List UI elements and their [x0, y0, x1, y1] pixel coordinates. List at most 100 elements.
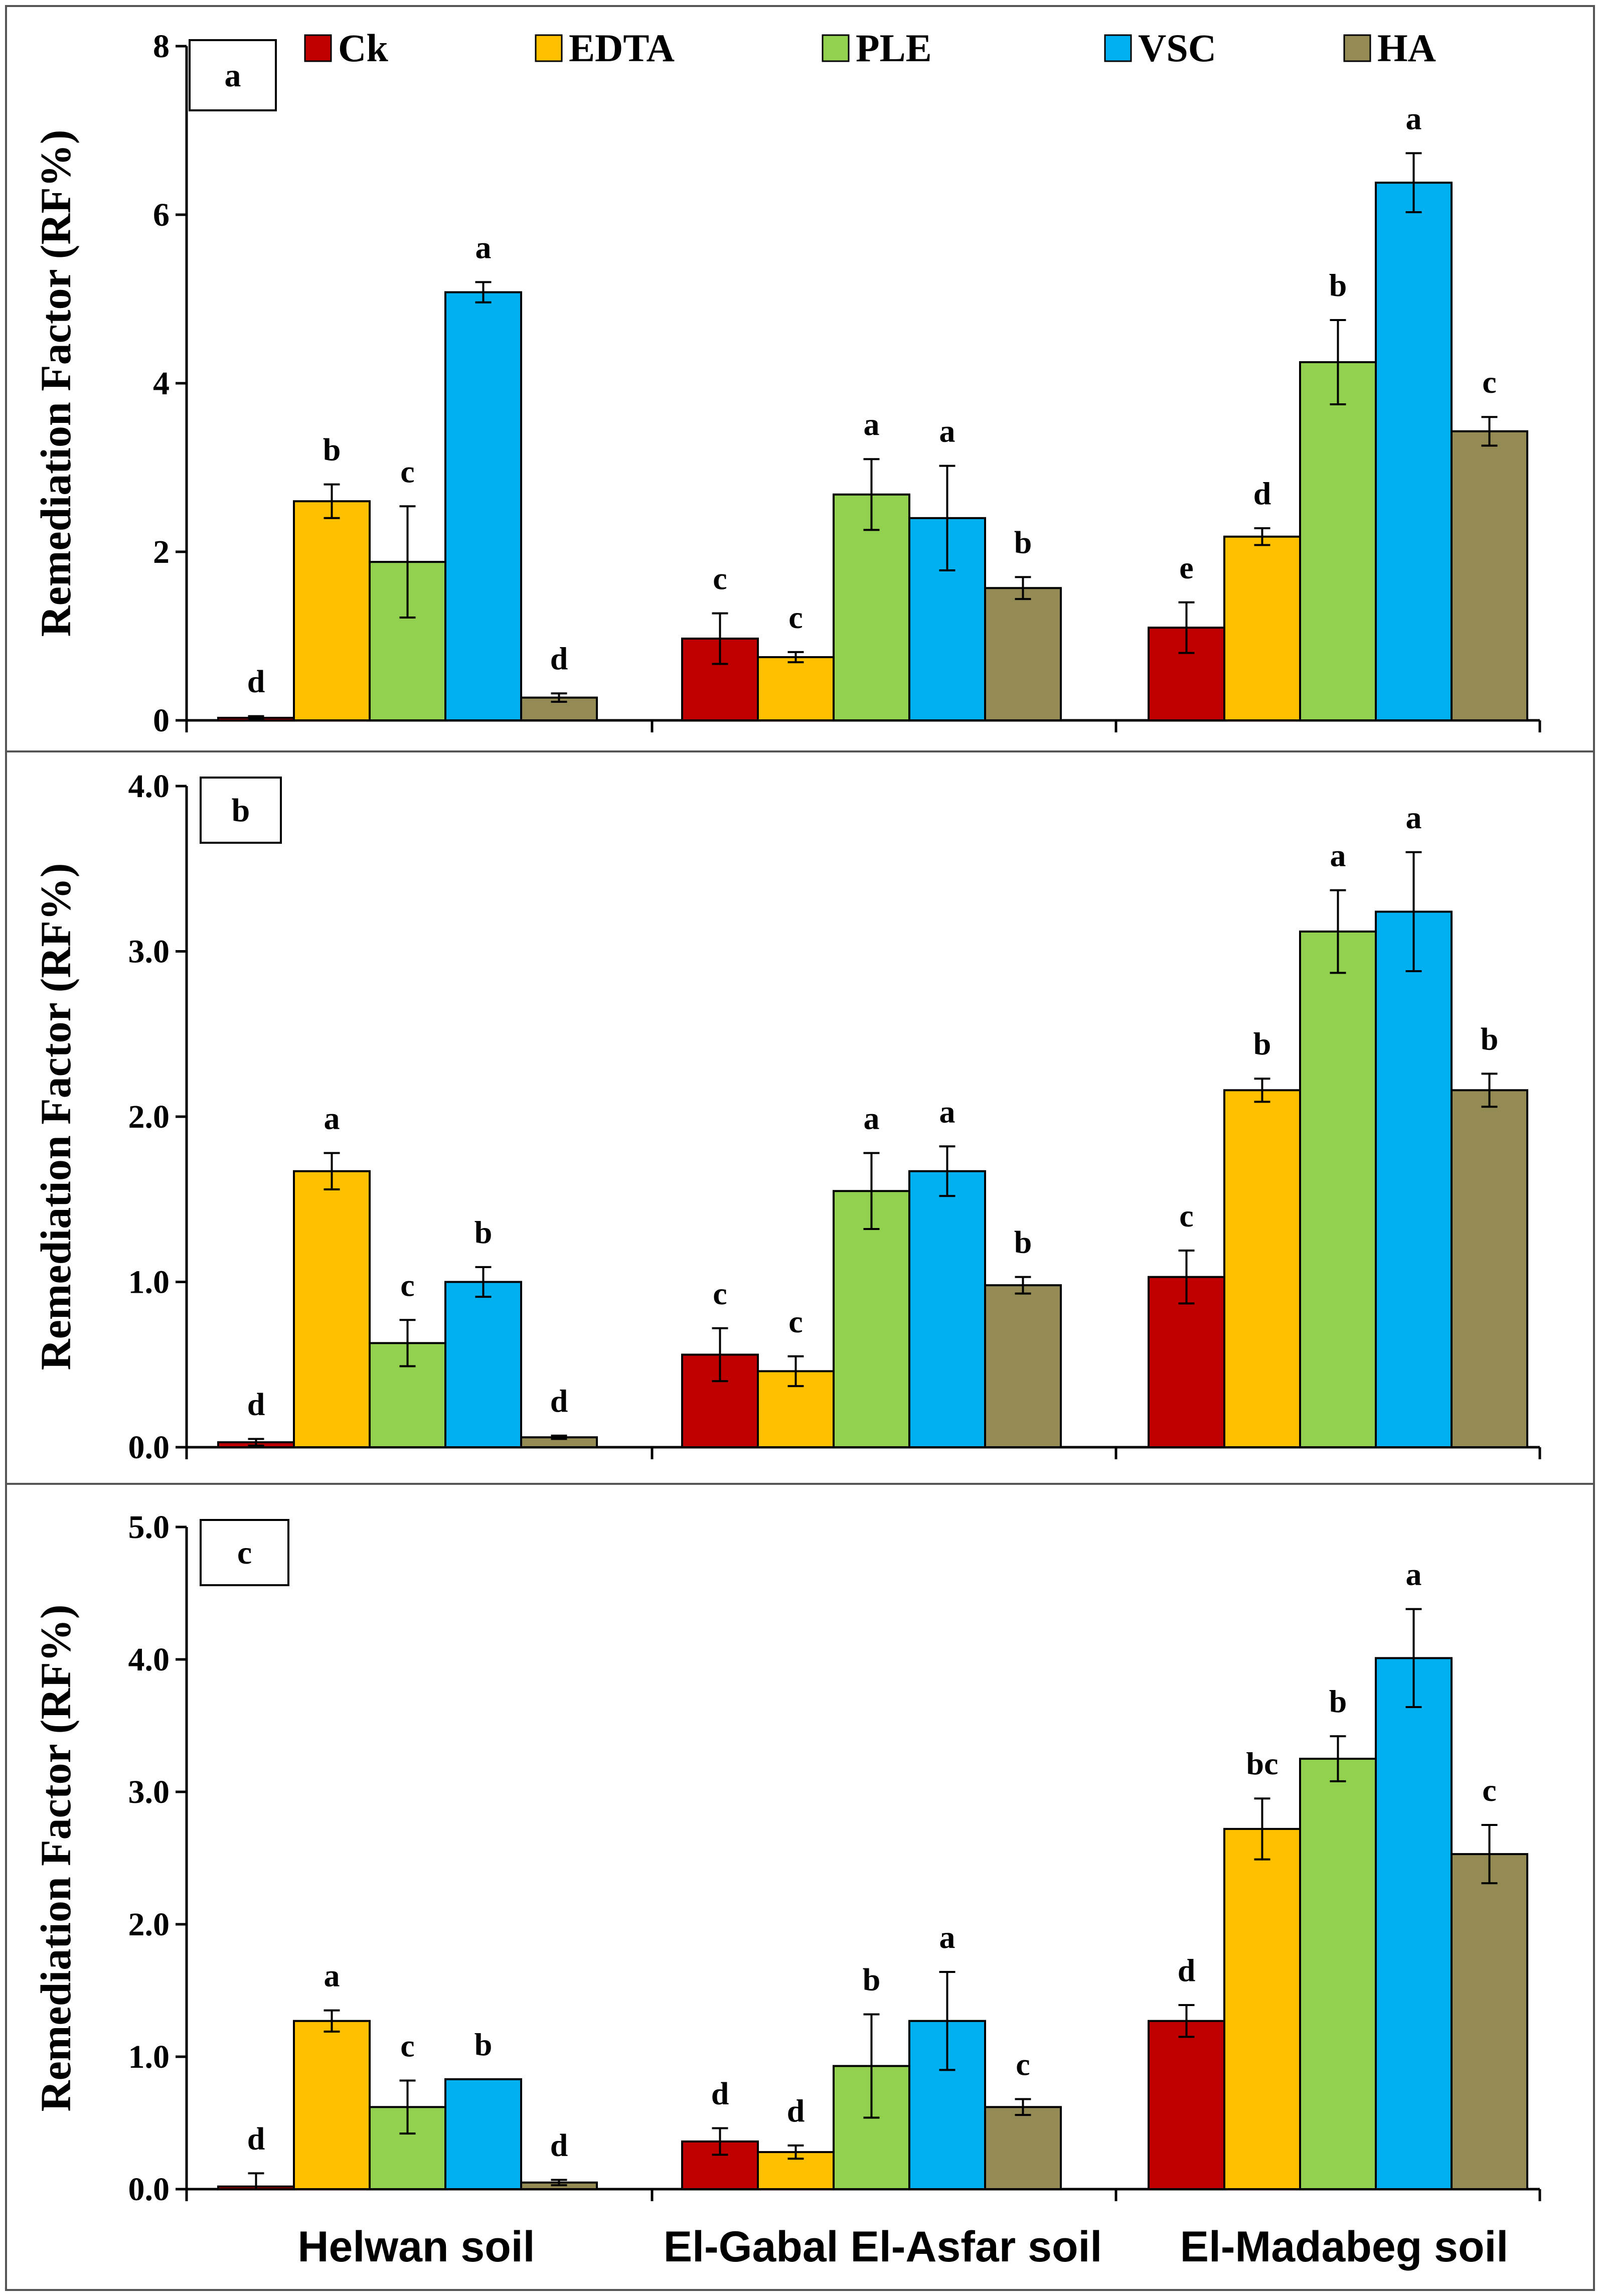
y-tick-label: 1.0 — [128, 1264, 170, 1301]
bar-vsc-3 — [1375, 182, 1453, 721]
x-category-label: El-Madabeg soil — [1180, 2223, 1509, 2271]
significance-letter: a — [939, 413, 955, 449]
significance-letter: b — [1329, 1683, 1347, 1719]
x-category-labels: Helwan soil El-Gabal El-Asfar soil El-Mada… — [297, 2223, 1508, 2271]
legend-label-ha: HA — [1377, 26, 1436, 70]
panel-a: 0 2 4 6 8 Remediation Factor (RF%) a d b c a d c c a a b… — [32, 28, 1541, 739]
significance-letter: a — [1406, 100, 1422, 136]
significance-letter: c — [400, 2028, 414, 2064]
bar-vsc-2 — [908, 1170, 986, 1449]
bar-ha-2 — [984, 587, 1062, 721]
significance-letter: b — [323, 432, 341, 468]
legend-swatch-ck — [304, 34, 332, 62]
significance-letter: c — [713, 1276, 727, 1311]
y-tick-label: 2.0 — [128, 1099, 170, 1135]
legend-label-edta: EDTA — [569, 26, 675, 70]
panel-c: 0.0 1.0 2.0 3.0 4.0 5.0 Remediation Factor (RF… — [32, 1509, 1541, 2208]
significance-letter: c — [1482, 364, 1496, 400]
significance-letter: a — [324, 1100, 340, 1136]
figure-border — [5, 5, 1595, 2291]
bar-ple-2 — [833, 1190, 910, 1448]
significance-letter: b — [1014, 524, 1032, 560]
panel-label-box — [200, 777, 282, 844]
significance-letter: c — [400, 1267, 414, 1303]
y-tick-label: 0 — [153, 702, 170, 739]
y-tick-label: 4.0 — [128, 768, 170, 805]
legend-swatch-edta — [535, 34, 563, 62]
significance-letter: b — [1014, 1224, 1032, 1260]
y-tick-label: 4.0 — [128, 1641, 170, 1678]
panel-label: c — [237, 1535, 252, 1571]
y-tick-label: 8 — [153, 28, 170, 65]
significance-letter: d — [247, 664, 265, 699]
bar-edta-3 — [1223, 1089, 1301, 1448]
y-tick-label: 0.0 — [128, 2171, 170, 2208]
significance-letter: d — [711, 2076, 729, 2111]
significance-letter: c — [1482, 1772, 1496, 1808]
bar-ple-3 — [1299, 1758, 1377, 2190]
panel-label: a — [225, 57, 241, 94]
significance-letter: b — [863, 1962, 881, 1998]
bar-ha-3 — [1451, 1089, 1528, 1448]
bar-ha-2 — [984, 2106, 1062, 2190]
bar-vsc-1 — [444, 1281, 522, 1448]
significance-letter: d — [1178, 1952, 1196, 1988]
bar-vsc-3 — [1375, 1657, 1453, 2191]
y-tick-label: 0.0 — [128, 1429, 170, 1466]
bar-edta-1 — [293, 500, 371, 721]
y-tick-label: 1.0 — [128, 2039, 170, 2075]
legend-label-ck: Ck — [338, 26, 388, 70]
significance-letter: d — [247, 2120, 265, 2156]
significance-letter: a — [1406, 1557, 1422, 1592]
significance-letter: b — [474, 2027, 493, 2062]
significance-letter: d — [550, 641, 568, 676]
bar-vsc-1 — [444, 2078, 522, 2190]
y-axis-title: Remediation Factor (RF%) — [32, 863, 80, 1370]
significance-letter: bc — [1246, 1746, 1278, 1781]
significance-letter: b — [1329, 267, 1347, 303]
significance-letter: a — [939, 1094, 955, 1129]
bar-ck-3 — [1148, 2020, 1225, 2190]
y-axis-title: Remediation Factor (RF%) — [32, 129, 80, 637]
bar-edta-3 — [1223, 535, 1301, 721]
bar-edta-3 — [1223, 1827, 1301, 2190]
panel-label-box — [200, 1519, 289, 1586]
bar-ha-2 — [984, 1284, 1062, 1449]
y-tick-label: 5.0 — [128, 1509, 170, 1546]
significance-letter: d — [787, 2093, 805, 2128]
panel-b: 0.0 1.0 2.0 3.0 4.0 Remediation Factor (RF%) b… — [32, 768, 1541, 1466]
significance-letter: a — [1406, 800, 1422, 835]
legend-swatch-ha — [1343, 34, 1371, 62]
significance-letter: c — [713, 561, 727, 596]
y-tick-label: 3.0 — [128, 1774, 170, 1810]
legend: Ck EDTA PLE VSC HA — [304, 26, 1436, 70]
significance-letter: b — [474, 1214, 493, 1250]
bar-vsc-3 — [1375, 910, 1453, 1448]
bar-ple-3 — [1299, 361, 1377, 721]
bar-ple-3 — [1299, 930, 1377, 1448]
significance-letter: d — [247, 1387, 265, 1422]
significance-letter: b — [1481, 1021, 1499, 1056]
x-category-label: Helwan soil — [297, 2223, 535, 2271]
legend-swatch-ple — [822, 34, 850, 62]
bar-edta-1 — [293, 1170, 371, 1449]
significance-letter: c — [1179, 1198, 1193, 1234]
significance-letter: a — [1330, 838, 1346, 873]
significance-letter: d — [550, 1383, 568, 1419]
significance-letter: c — [1016, 2046, 1030, 2082]
y-axis-title: Remediation Factor (RF%) — [32, 1604, 80, 2111]
panel-label-box — [189, 39, 277, 111]
bar-edta-1 — [293, 2020, 371, 2190]
y-tick-label: 3.0 — [128, 934, 170, 970]
bar-ck-3 — [1148, 1276, 1225, 1448]
significance-letter: e — [1179, 550, 1193, 585]
significance-letter: a — [939, 1919, 955, 1955]
panel-label: b — [232, 792, 250, 829]
bar-ha-3 — [1451, 430, 1528, 721]
significance-letter: c — [788, 599, 803, 635]
bar-vsc-1 — [444, 291, 522, 721]
significance-letter: d — [550, 2127, 568, 2163]
significance-letter: d — [1253, 476, 1271, 511]
legend-swatch-vsc — [1104, 34, 1132, 62]
